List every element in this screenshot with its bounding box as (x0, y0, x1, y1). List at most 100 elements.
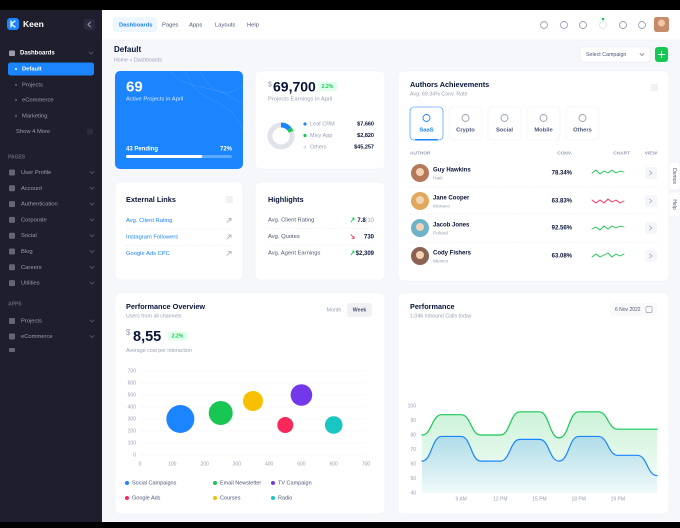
plus-icon (658, 51, 665, 58)
highlight-label: Avg. Client Rating (268, 218, 314, 224)
header-icon[interactable] (619, 21, 627, 29)
menu-item[interactable]: Utilities (21, 281, 40, 287)
tab-icon (461, 114, 470, 122)
menu-icon (9, 169, 15, 176)
x-tick-label: 200 (200, 461, 209, 467)
menu-item[interactable]: eCommerce (21, 334, 53, 340)
author-country: Mexico (433, 258, 449, 264)
header-icon[interactable] (540, 21, 548, 29)
highlight-suffix: /10 (366, 218, 375, 224)
menu-item[interactable]: eCommerce (22, 98, 54, 104)
pending-label: 43 Pending (126, 147, 158, 153)
author-name[interactable]: Jacob Jones (433, 223, 470, 229)
highlight-number: 7.8 (357, 218, 366, 224)
menu-heading: APPS (8, 301, 22, 307)
highlight-value: $2,309 (356, 251, 375, 257)
author-name[interactable]: Jane Cooper (433, 196, 470, 202)
y-tick-label: 70 (410, 447, 416, 453)
notification-dot (601, 17, 605, 21)
tab[interactable] (409, 106, 444, 141)
card-title: Authors Achievements (410, 80, 489, 89)
nav-item[interactable]: Help (247, 23, 259, 29)
bubble (208, 401, 233, 425)
menu-item[interactable]: Account (21, 186, 42, 192)
sparkline (591, 169, 625, 175)
menu-bullet (15, 68, 17, 70)
trend-arrow (350, 217, 355, 223)
header-icon[interactable] (599, 21, 607, 29)
stat-value: 69,700 (273, 79, 316, 95)
y-tick-label: 400 (128, 404, 137, 410)
date-picker[interactable] (610, 303, 657, 316)
view-button[interactable] (645, 195, 657, 207)
link-arrow (226, 218, 232, 223)
card-title: Highlights (268, 195, 304, 204)
menu-section-title[interactable]: Dashboards (20, 51, 55, 57)
menu-item[interactable]: User Profile (21, 170, 51, 176)
breadcrumb[interactable]: Home (114, 57, 128, 63)
nav-item[interactable]: Dashboards (119, 23, 153, 29)
external-link[interactable]: Instagram Followers (126, 235, 178, 241)
header-icon[interactable] (638, 21, 646, 29)
period-tab[interactable]: Week (353, 307, 367, 313)
sidebar-toggle[interactable] (84, 19, 95, 30)
menu-item[interactable]: Authentication (21, 202, 58, 208)
author-country: Poland (433, 230, 448, 236)
select-campaign[interactable] (579, 46, 651, 63)
view-button[interactable] (645, 222, 657, 234)
menu-item[interactable]: Projects (22, 83, 43, 89)
header-icon[interactable] (560, 21, 568, 29)
author-name[interactable]: Cody Fishers (433, 251, 472, 257)
nav-item[interactable]: Pages (162, 23, 179, 29)
active-menu-item (8, 62, 94, 76)
external-link[interactable]: Avg. Client Rating (126, 218, 172, 224)
progress-bar (126, 155, 203, 158)
menu-item[interactable]: Corporate (21, 217, 47, 223)
menu-item[interactable]: Default (22, 67, 42, 73)
menu-item[interactable]: Marketing (22, 114, 47, 120)
sparkline (591, 198, 625, 204)
y-tick-label: 100 (408, 403, 417, 409)
bubble (166, 405, 195, 433)
menu-bullet (15, 115, 17, 117)
chevron (89, 319, 95, 323)
column-header: AUTHOR (410, 150, 431, 156)
external-link[interactable]: Google Ads CPC (126, 251, 170, 257)
y-tick-label: 700 (128, 368, 137, 374)
menu-more[interactable]: Show 4 More (16, 129, 50, 135)
legend-bullet (213, 481, 217, 485)
x-tick-label: 100 (168, 461, 177, 467)
bubble (277, 417, 294, 433)
tab[interactable] (487, 106, 522, 141)
tab[interactable] (565, 106, 600, 141)
card-menu[interactable] (226, 196, 233, 203)
view-button[interactable] (645, 250, 657, 262)
y-tick-label: 40 (410, 490, 416, 496)
legend-label: Radio (278, 495, 292, 501)
chevron (89, 335, 95, 338)
tab[interactable] (448, 106, 483, 141)
y-tick-label: 90 (410, 418, 416, 424)
legend-bullet (303, 133, 307, 138)
header-icon[interactable] (579, 21, 587, 29)
author-conv: 63.08% (552, 254, 573, 260)
tab[interactable] (526, 106, 561, 141)
menu-item[interactable]: Careers (21, 265, 42, 271)
y-tick-label: 200 (128, 428, 137, 434)
x-tick-label: 0 (139, 461, 142, 467)
nav-item[interactable]: Apps (189, 23, 202, 29)
menu-icon (9, 50, 15, 56)
line (421, 435, 658, 477)
card-menu[interactable] (651, 84, 658, 91)
menu-item[interactable]: Blog (21, 249, 33, 255)
x-tick-label: 600 (330, 461, 339, 467)
period-tab[interactable]: Month (327, 307, 342, 313)
menu-icon (9, 348, 15, 352)
view-button[interactable] (645, 167, 657, 179)
x-tick-label: 400 (265, 461, 274, 467)
author-name[interactable]: Guy Hawkins (433, 168, 471, 174)
menu-item[interactable]: Projects (21, 319, 42, 325)
nav-item[interactable]: Layouts (215, 23, 235, 29)
card-subtitle: 1,046 Inbound Calls today (410, 313, 472, 319)
menu-item[interactable]: Social (21, 233, 37, 239)
